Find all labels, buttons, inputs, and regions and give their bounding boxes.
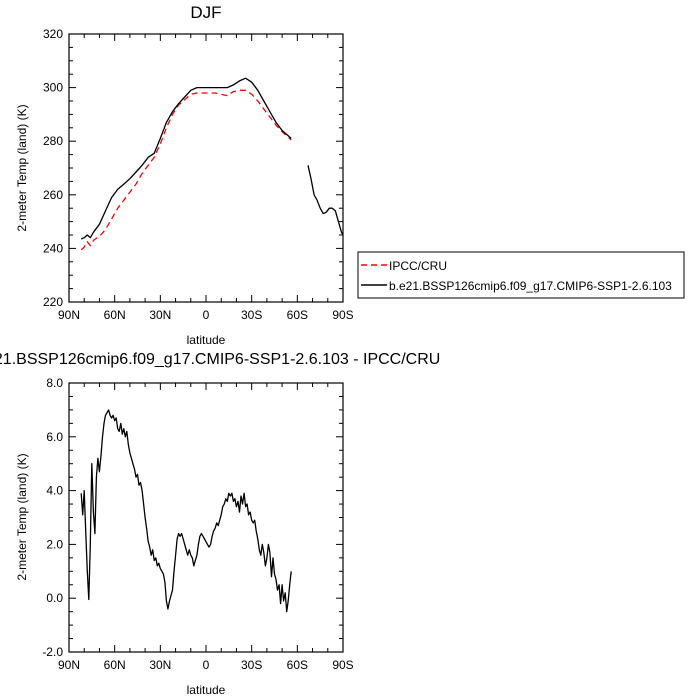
series-line-model xyxy=(80,77,292,240)
x-tick-label: 0 xyxy=(203,658,210,672)
x-tick-label: 30N xyxy=(149,658,171,672)
y-tick-label: 220 xyxy=(43,295,63,309)
axis-ticks xyxy=(68,33,344,303)
x-tick-label: 0 xyxy=(203,308,210,322)
y-tick-labels: 220 240 260 280 300 320 xyxy=(43,27,63,309)
y-tick-label: 300 xyxy=(43,81,63,95)
series-line-model xyxy=(80,409,292,613)
x-tick-label: 90N xyxy=(58,658,80,672)
y-tick-label: 320 xyxy=(43,27,63,41)
y-tick-label: 0.0 xyxy=(46,591,63,605)
plot-area-frame xyxy=(68,382,344,653)
climatology-chart: DJF 90N 60N 30N 0 30S 60S 90S 220 240 260 280 300 3… xyxy=(15,3,685,347)
axis-ticks xyxy=(68,382,344,653)
x-tick-label: 30S xyxy=(241,658,262,672)
y-axis-label: 2-meter Temp (land) (K) xyxy=(15,453,29,580)
legend-box xyxy=(357,251,685,299)
legend-label-model: b.e21.BSSP126cmip6.f09_g17.CMIP6-SSP1-2.… xyxy=(389,279,672,293)
x-tick-label: 30S xyxy=(241,308,262,322)
chart-title: DJF xyxy=(190,3,221,22)
x-tick-label: 60S xyxy=(287,308,308,322)
series-line-model xyxy=(307,165,344,236)
data-lines xyxy=(80,409,292,613)
y-tick-label: 4.0 xyxy=(46,484,63,498)
data-lines xyxy=(80,77,344,251)
y-tick-label: 260 xyxy=(43,188,63,202)
y-tick-labels: -2.0 0.0 2.0 4.0 6.0 8.0 xyxy=(42,376,63,659)
legend: IPCC/CRU b.e21.BSSP126cmip6.f09_g17.CMIP… xyxy=(357,251,685,299)
x-tick-label: 30N xyxy=(149,308,171,322)
x-axis-label: latitude xyxy=(187,333,226,347)
series-line-ipcc-cru xyxy=(80,89,292,251)
y-tick-label: 240 xyxy=(43,241,63,255)
x-tick-label: 90N xyxy=(58,308,80,322)
y-tick-label: 8.0 xyxy=(46,376,63,390)
y-tick-label: -2.0 xyxy=(42,645,63,659)
y-axis-label: 2-meter Temp (land) (K) xyxy=(15,104,29,231)
x-tick-label: 60N xyxy=(104,658,126,672)
chart-title: b.e21.BSSP126cmip6.f09_g17.CMIP6-SSP1-2.… xyxy=(0,351,440,368)
y-tick-label: 2.0 xyxy=(46,537,63,551)
difference-chart: b.e21.BSSP126cmip6.f09_g17.CMIP6-SSP1-2.… xyxy=(0,351,440,697)
y-tick-label: 6.0 xyxy=(46,430,63,444)
x-axis-label: latitude xyxy=(187,683,226,697)
x-tick-label: 90S xyxy=(332,308,353,322)
x-tick-labels: 90N 60N 30N 0 30S 60S 90S xyxy=(58,308,354,322)
y-tick-label: 280 xyxy=(43,134,63,148)
x-tick-label: 90S xyxy=(332,658,353,672)
x-tick-label: 60N xyxy=(104,308,126,322)
plot-area-frame xyxy=(68,33,344,303)
legend-label-ipcc-cru: IPCC/CRU xyxy=(389,259,447,273)
x-tick-labels: 90N 60N 30N 0 30S 60S 90S xyxy=(58,658,354,672)
x-tick-label: 60S xyxy=(287,658,308,672)
